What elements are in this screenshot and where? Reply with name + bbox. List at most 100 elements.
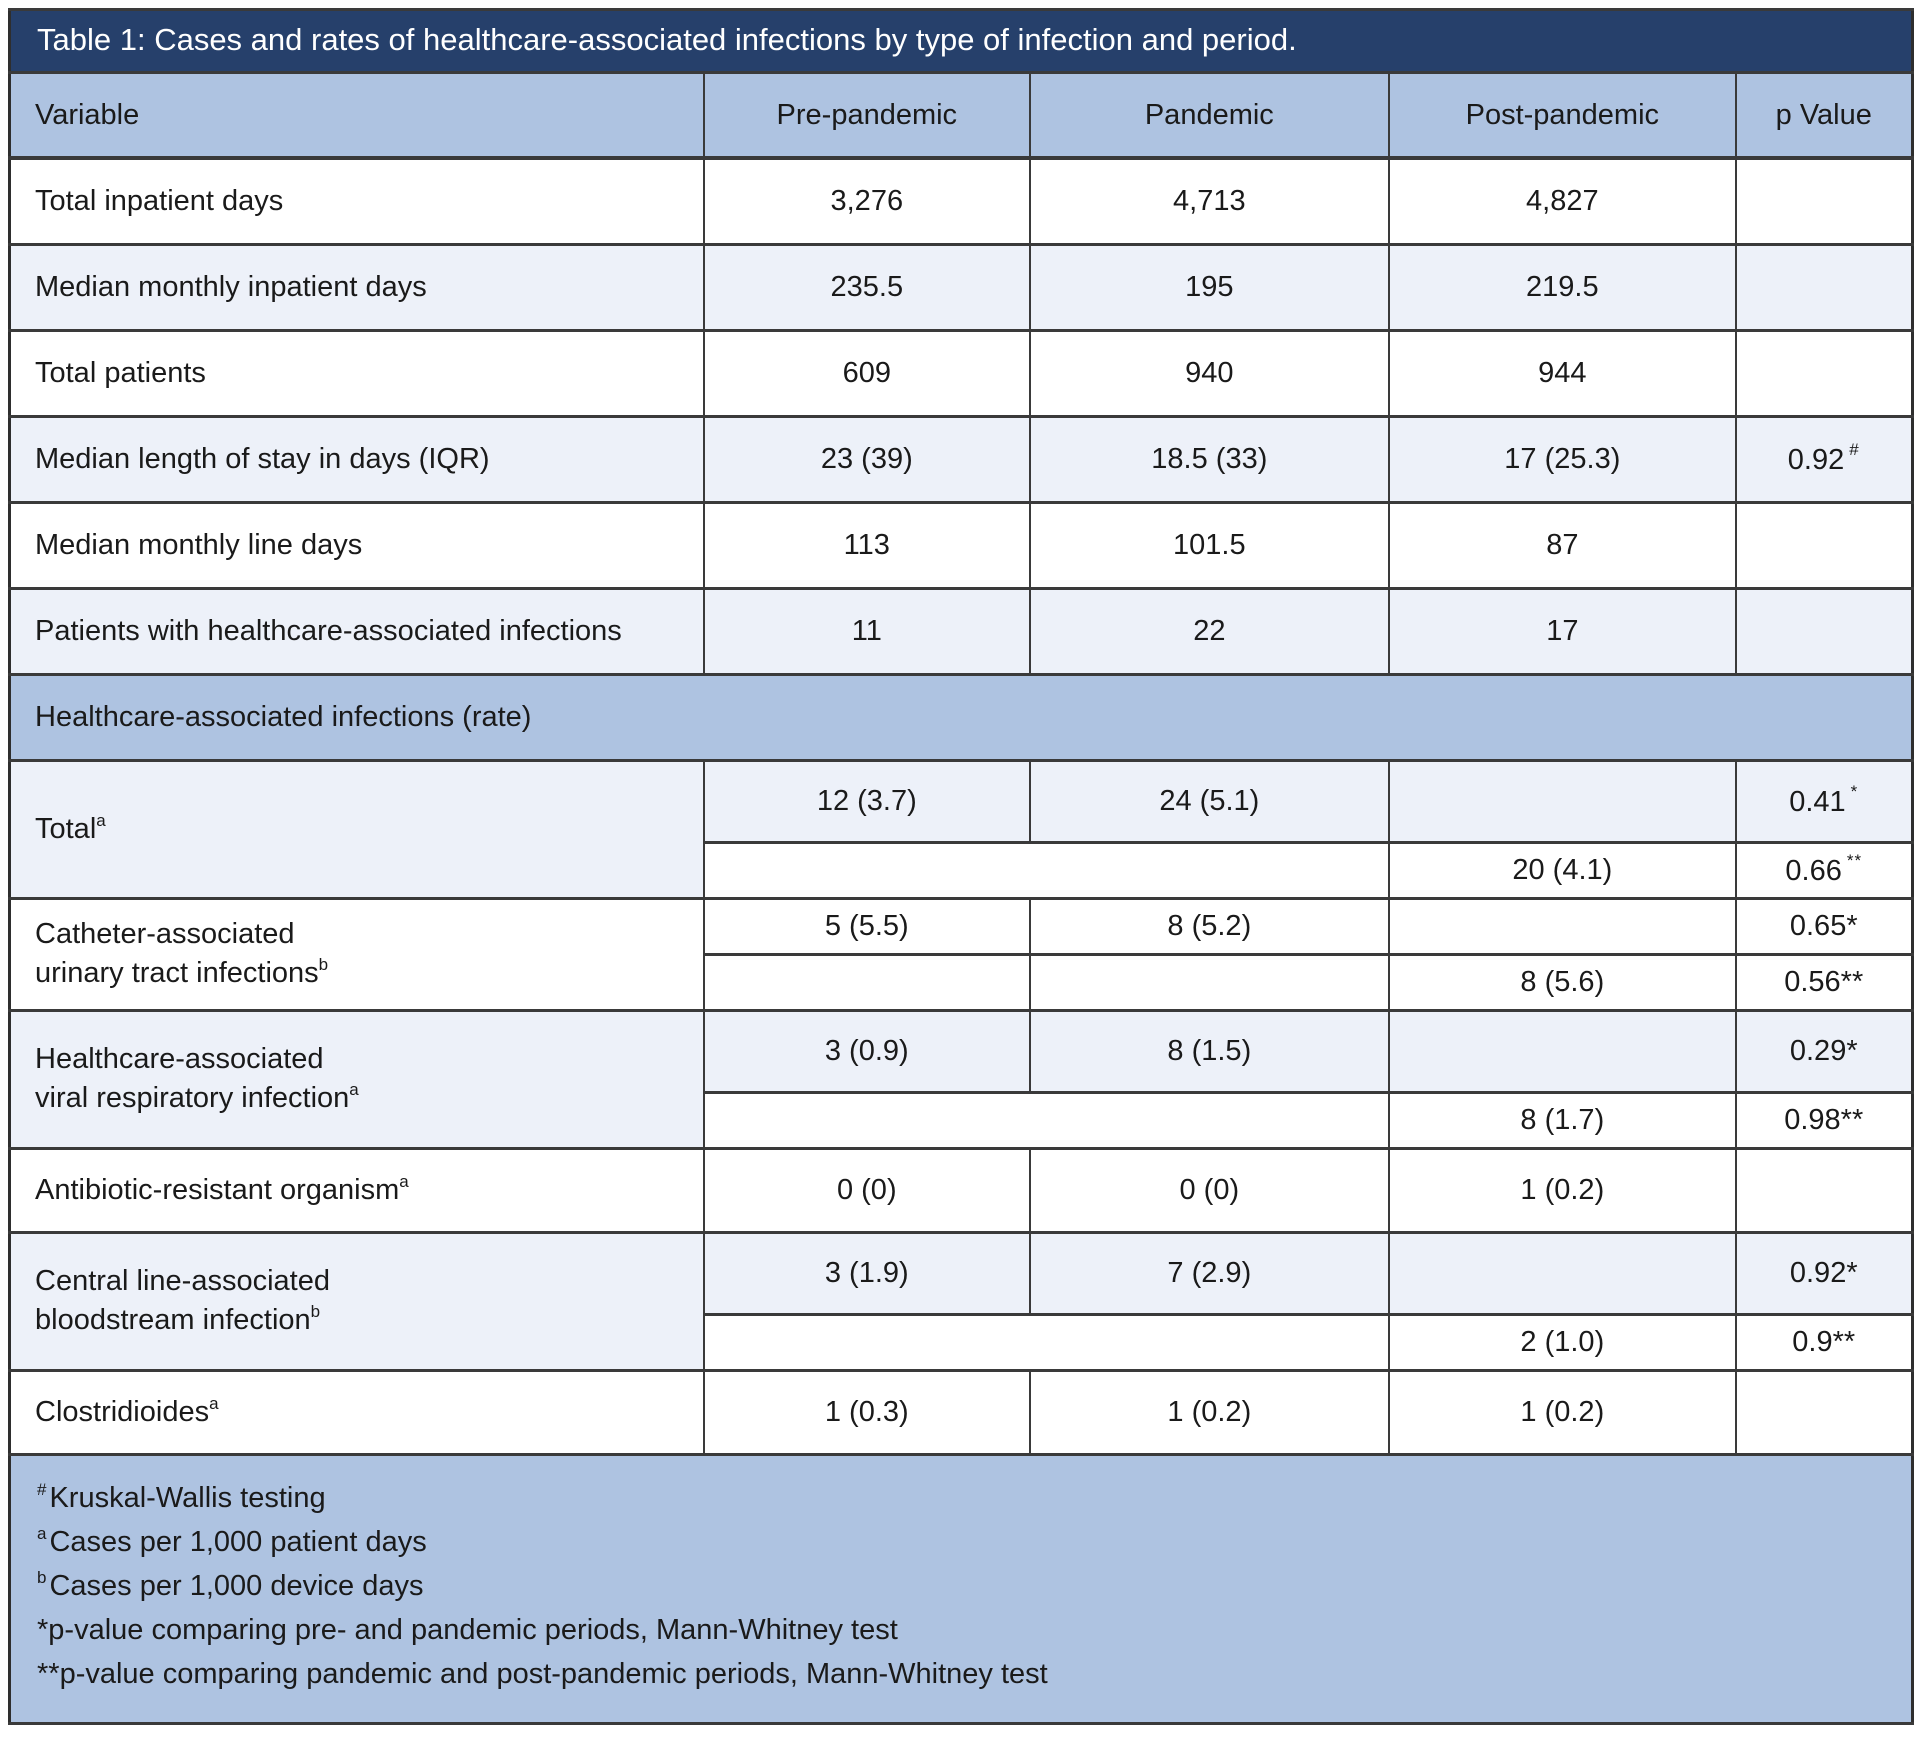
- section-header: Healthcare-associated infections (rate): [8, 672, 1914, 762]
- cell-p-value: 0.92*: [1734, 1230, 1914, 1316]
- table-row: Totala 12 (3.7) 24 (5.1) 0.41 *: [8, 758, 1914, 900]
- table-row: Catheter-associated urinary tract infecti…: [8, 896, 1914, 1012]
- cell-p-value: 0.92 #: [1734, 414, 1914, 504]
- cell-post-pandemic: 944: [1388, 328, 1737, 418]
- row-label: Clostridioidesa: [8, 1368, 706, 1456]
- column-header-post-pandemic: Post-pandemic: [1388, 70, 1737, 161]
- table-row: Patients with healthcare-associated infe…: [8, 586, 1914, 676]
- cell-post-pandemic: [1388, 758, 1737, 844]
- cell-post-pandemic: [1388, 1230, 1737, 1316]
- footnote-device-days: b Cases per 1,000 device days: [37, 1568, 424, 1602]
- cell-p-value: [1734, 156, 1914, 246]
- footnote-mann-whitney-pre-pandemic: *p-value comparing pre- and pandemic per…: [37, 1614, 898, 1647]
- cell-p-value: [1734, 1368, 1914, 1456]
- cell-post-pandemic: 8 (1.7): [1388, 1092, 1737, 1150]
- row-label: Patients with healthcare-associated infe…: [8, 586, 706, 676]
- table-row: Median monthly inpatient days 235.5 195 …: [8, 242, 1914, 332]
- cell-post-pandemic: [1388, 1008, 1737, 1094]
- cell-p-value: [1734, 328, 1914, 418]
- table-row: 8 (1.7) 0.98**: [10, 1092, 1914, 1150]
- row-label: Median length of stay in days (IQR): [8, 414, 706, 504]
- cell-pandemic: 0 (0): [1028, 1146, 1391, 1234]
- table-row: Healthcare-associated viral respiratory i…: [8, 1008, 1914, 1150]
- table-row: 2 (1.0) 0.9**: [10, 1314, 1914, 1372]
- cell-pandemic: 8 (1.5): [1028, 1008, 1391, 1094]
- table-title: Table 1: Cases and rates of healthcare-a…: [8, 8, 1914, 74]
- cell-post-pandemic: [1388, 896, 1737, 956]
- cell-pre-pandemic: 3 (0.9): [703, 1008, 1031, 1094]
- cell-p-value: 0.56**: [1734, 954, 1914, 1012]
- table-row: Antibiotic-resistant organisma 0 (0) 0 (…: [8, 1146, 1914, 1234]
- cell-p-value: 0.41 *: [1734, 758, 1914, 844]
- p-value-superscript: *: [1850, 781, 1859, 801]
- cell-p-value: 0.65*: [1734, 896, 1914, 956]
- cell-pandemic: 18.5 (33): [1028, 414, 1391, 504]
- column-header-variable: Variable: [8, 70, 706, 161]
- table-row: 8 (5.6) 0.56**: [10, 954, 1914, 1012]
- cell-pandemic: 24 (5.1): [1028, 758, 1391, 844]
- table-row: Total inpatient days 3,276 4,713 4,827: [8, 156, 1914, 246]
- cell-pandemic: 940: [1028, 328, 1391, 418]
- row-label: Antibiotic-resistant organisma: [8, 1146, 706, 1234]
- footnote-patient-days: a Cases per 1,000 patient days: [37, 1523, 427, 1558]
- cell-pre-pandemic: 113: [703, 500, 1031, 590]
- label-superscript: b: [318, 955, 329, 975]
- footnote-kruskal-wallis: # Kruskal-Wallis testing: [37, 1479, 326, 1514]
- cell-post-pandemic: 1 (0.2): [1388, 1146, 1737, 1234]
- cell-post-pandemic: 4,827: [1388, 156, 1737, 246]
- cell-post-pandemic: 1 (0.2): [1388, 1368, 1737, 1456]
- table-row: Median length of stay in days (IQR) 23 (…: [8, 414, 1914, 504]
- column-header-pre-pandemic: Pre-pandemic: [703, 70, 1031, 161]
- p-value-superscript: #: [1849, 439, 1860, 459]
- cell-p-value: 0.29*: [1734, 1008, 1914, 1094]
- cell-pre-pandemic: 5 (5.5): [703, 896, 1031, 956]
- cell-p-value: 0.98**: [1734, 1092, 1914, 1150]
- label-superscript: a: [349, 1080, 359, 1100]
- cell-merged-empty: [703, 1314, 1391, 1372]
- cell-merged-empty: [703, 1092, 1391, 1150]
- cell-p-value: [1734, 242, 1914, 332]
- cell-pre-pandemic: 0 (0): [703, 1146, 1031, 1234]
- cell-pandemic: 7 (2.9): [1028, 1230, 1391, 1316]
- column-header-pandemic: Pandemic: [1028, 70, 1391, 161]
- row-label: Median monthly line days: [8, 500, 706, 590]
- footnote-mann-whitney-post-pandemic: **p-value comparing pandemic and post-pa…: [37, 1658, 1048, 1691]
- cell-pandemic: 22: [1028, 586, 1391, 676]
- p-value-superscript: **: [1846, 850, 1863, 870]
- footnotes: # Kruskal-Wallis testing a Cases per 1,000…: [8, 1452, 1914, 1726]
- header-row: Variable Pre-pandemic Pandemic Post-pand…: [8, 70, 1914, 161]
- hai-table: Table 1: Cases and rates of healthcare-a…: [8, 8, 1914, 1726]
- cell-pre-pandemic: 609: [703, 328, 1031, 418]
- cell-pre-pandemic: [703, 954, 1031, 1012]
- row-label: Total patients: [8, 328, 706, 418]
- row-label: Central line-associated bloodstream infec…: [8, 1230, 706, 1372]
- row-label: Median monthly inpatient days: [8, 242, 706, 332]
- label-superscript: a: [96, 810, 106, 830]
- cell-pandemic: 101.5: [1028, 500, 1391, 590]
- cell-p-value: [1734, 1146, 1914, 1234]
- cell-post-pandemic: 17 (25.3): [1388, 414, 1737, 504]
- table-row: Central line-associated bloodstream infec…: [8, 1230, 1914, 1372]
- cell-pandemic: 8 (5.2): [1028, 896, 1391, 956]
- cell-pre-pandemic: 3 (1.9): [703, 1230, 1031, 1316]
- row-label: Totala: [8, 758, 706, 900]
- table-row: 20 (4.1) 0.66 **: [10, 842, 1914, 900]
- row-label: Total inpatient days: [8, 156, 706, 246]
- cell-post-pandemic: 8 (5.6): [1388, 954, 1737, 1012]
- cell-pandemic: 195: [1028, 242, 1391, 332]
- cell-pre-pandemic: 235.5: [703, 242, 1031, 332]
- table-row: Clostridioidesa 1 (0.3) 1 (0.2) 1 (0.2): [8, 1368, 1914, 1456]
- label-superscript: a: [209, 1393, 219, 1413]
- table-row: Total patients 609 940 944: [8, 328, 1914, 418]
- cell-post-pandemic: 2 (1.0): [1388, 1314, 1737, 1372]
- cell-pandemic: 1 (0.2): [1028, 1368, 1391, 1456]
- row-label: Catheter-associated urinary tract infecti…: [8, 896, 706, 1012]
- cell-post-pandemic: 17: [1388, 586, 1737, 676]
- cell-post-pandemic: 219.5: [1388, 242, 1737, 332]
- cell-pre-pandemic: 3,276: [703, 156, 1031, 246]
- label-superscript: a: [399, 1171, 409, 1191]
- table-row: Median monthly line days 113 101.5 87: [8, 500, 1914, 590]
- cell-p-value: 0.66 **: [1734, 842, 1914, 900]
- footnotes-row: # Kruskal-Wallis testing a Cases per 1,000…: [8, 1452, 1914, 1726]
